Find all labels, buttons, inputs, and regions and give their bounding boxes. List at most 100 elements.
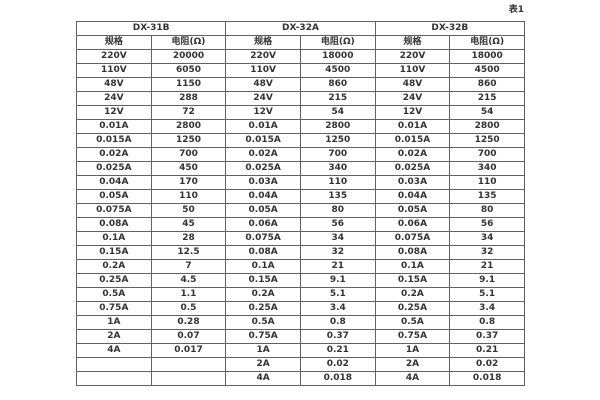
table-cell: 340 (449, 161, 525, 176)
table-cell: 4.5 (150, 273, 227, 288)
table-cell (150, 357, 227, 372)
table-cell: 7 (150, 259, 227, 274)
table-cell: 0.01A (374, 119, 451, 134)
table-cell: 0.37 (449, 329, 525, 344)
table-cell: 0.04A (225, 189, 301, 204)
table-cell: 0.025A (225, 161, 301, 176)
table-cell: 0.02A (225, 147, 301, 162)
table-cell: 1250 (150, 133, 227, 148)
table-cell: 0.04A (374, 189, 451, 204)
table-cell: 700 (449, 147, 525, 162)
group-header-dx32b: DX-32B (374, 21, 526, 36)
table-cell: 1.1 (150, 287, 227, 302)
table-row: 0.08A 45 0.06A 56 0.06A 56 (76, 217, 525, 232)
table-cell: 0.015A (374, 133, 451, 148)
table-cell: 4500 (299, 63, 376, 78)
table-cell: 0.08A (76, 217, 152, 232)
table-row: 2A 0.07 0.75A 0.37 0.75A 0.37 (76, 329, 525, 344)
table-cell: 0.01A (225, 119, 301, 134)
table-cell: 0.07 (150, 329, 227, 344)
table-cell: 700 (299, 147, 376, 162)
table-cell: 220V (374, 49, 451, 64)
table-cell: 450 (150, 161, 227, 176)
table-row: 0.75A 0.5 0.25A 3.4 0.25A 3.4 (76, 301, 525, 316)
table-cell: 21 (449, 259, 525, 274)
table-row: 1A 0.28 0.5A 0.8 0.5A 0.8 (76, 315, 525, 330)
table-cell: 0.02A (374, 147, 451, 162)
table-cell: 340 (299, 161, 376, 176)
table-cell: 110 (449, 175, 525, 190)
table-cell: 24V (225, 91, 301, 106)
table-cell (150, 371, 227, 386)
group-header-row: DX-31B DX-32A DX-32B (75, 21, 526, 36)
table-cell: 0.75A (225, 329, 301, 344)
table-cell: 0.15A (76, 245, 152, 260)
table-cell: 0.05A (225, 203, 301, 218)
table-row: 220V 20000 220V 18000 220V 18000 (76, 49, 525, 64)
table-cell: 0.02 (299, 357, 376, 372)
table-cell: 0.5A (225, 315, 301, 330)
table-cell: 4A (76, 343, 152, 358)
table-cell: 2A (225, 357, 301, 372)
table-row: 110V 6050 110V 4500 110V 4500 (76, 63, 525, 78)
table-cell: 135 (299, 189, 376, 204)
table-cell: 0.025A (76, 161, 152, 176)
table-cell: 0.8 (449, 315, 525, 330)
table-cell: 0.1A (225, 259, 301, 274)
table-row: 0.015A 1250 0.015A 1250 0.015A 1250 (76, 133, 525, 148)
table-cell: 72 (150, 105, 227, 120)
col-header-spec: 规格 (76, 35, 152, 50)
col-header-resistance: 电阻(Ω) (150, 35, 227, 50)
table-cell: 34 (449, 231, 525, 246)
table-cell: 0.28 (150, 315, 227, 330)
table-cell: 0.03A (225, 175, 301, 190)
table-cell: 54 (449, 105, 525, 120)
table-cell: 0.075A (76, 203, 152, 218)
table-cell: 1A (374, 343, 451, 358)
table-cell: 0.018 (449, 371, 525, 386)
table-cell: 0.06A (374, 217, 451, 232)
table-cell: 0.017 (150, 343, 227, 358)
table-cell: 5.1 (299, 287, 376, 302)
table-cell: 12V (374, 105, 451, 120)
table-cell: 288 (150, 91, 227, 106)
col-header-resistance: 电阻(Ω) (299, 35, 376, 50)
table-cell: 700 (150, 147, 227, 162)
table-cell: 0.25A (76, 273, 152, 288)
table-cell: 56 (299, 217, 376, 232)
table-cell: 45 (150, 217, 227, 232)
table-cell: 1A (225, 343, 301, 358)
table-cell: 6050 (150, 63, 227, 78)
table-cell: 0.8 (299, 315, 376, 330)
table-row: 2A 0.02 2A 0.02 (76, 357, 525, 372)
table-cell: 215 (299, 91, 376, 106)
table-cell: 20000 (150, 49, 227, 64)
table-cell: 110 (299, 175, 376, 190)
table-cell: 0.2A (225, 287, 301, 302)
table-cell (76, 371, 152, 386)
table-row: 0.025A 450 0.025A 340 0.025A 340 (76, 161, 525, 176)
table-cell: 0.75A (374, 329, 451, 344)
table-cell: 2800 (150, 119, 227, 134)
table-body: 220V 20000 220V 18000 220V 18000 110V 6050 110V 4… (76, 49, 525, 386)
table-cell: 80 (449, 203, 525, 218)
table-cell: 0.1A (76, 231, 152, 246)
table-row: 4A 0.018 4A 0.018 (76, 371, 525, 386)
table-cell: 2800 (449, 119, 525, 134)
table-cell: 0.5 (150, 301, 227, 316)
table-row: 0.02A 700 0.02A 700 0.02A 700 (76, 147, 525, 162)
table-cell: 0.1A (374, 259, 451, 274)
table-cell: 80 (299, 203, 376, 218)
table-row: 0.075A 50 0.05A 80 0.05A 80 (76, 203, 525, 218)
table-cell: 1150 (150, 77, 227, 92)
table-cell: 0.01A (76, 119, 152, 134)
table-cell: 0.075A (374, 231, 451, 246)
col-header-resistance: 电阻(Ω) (449, 35, 525, 50)
table-cell: 0.05A (76, 189, 152, 204)
table-cell: 32 (449, 245, 525, 260)
table-cell: 9.1 (299, 273, 376, 288)
table-cell: 860 (299, 77, 376, 92)
table-row: 0.5A 1.1 0.2A 5.1 0.2A 5.1 (76, 287, 525, 302)
table-cell: 0.04A (76, 175, 152, 190)
